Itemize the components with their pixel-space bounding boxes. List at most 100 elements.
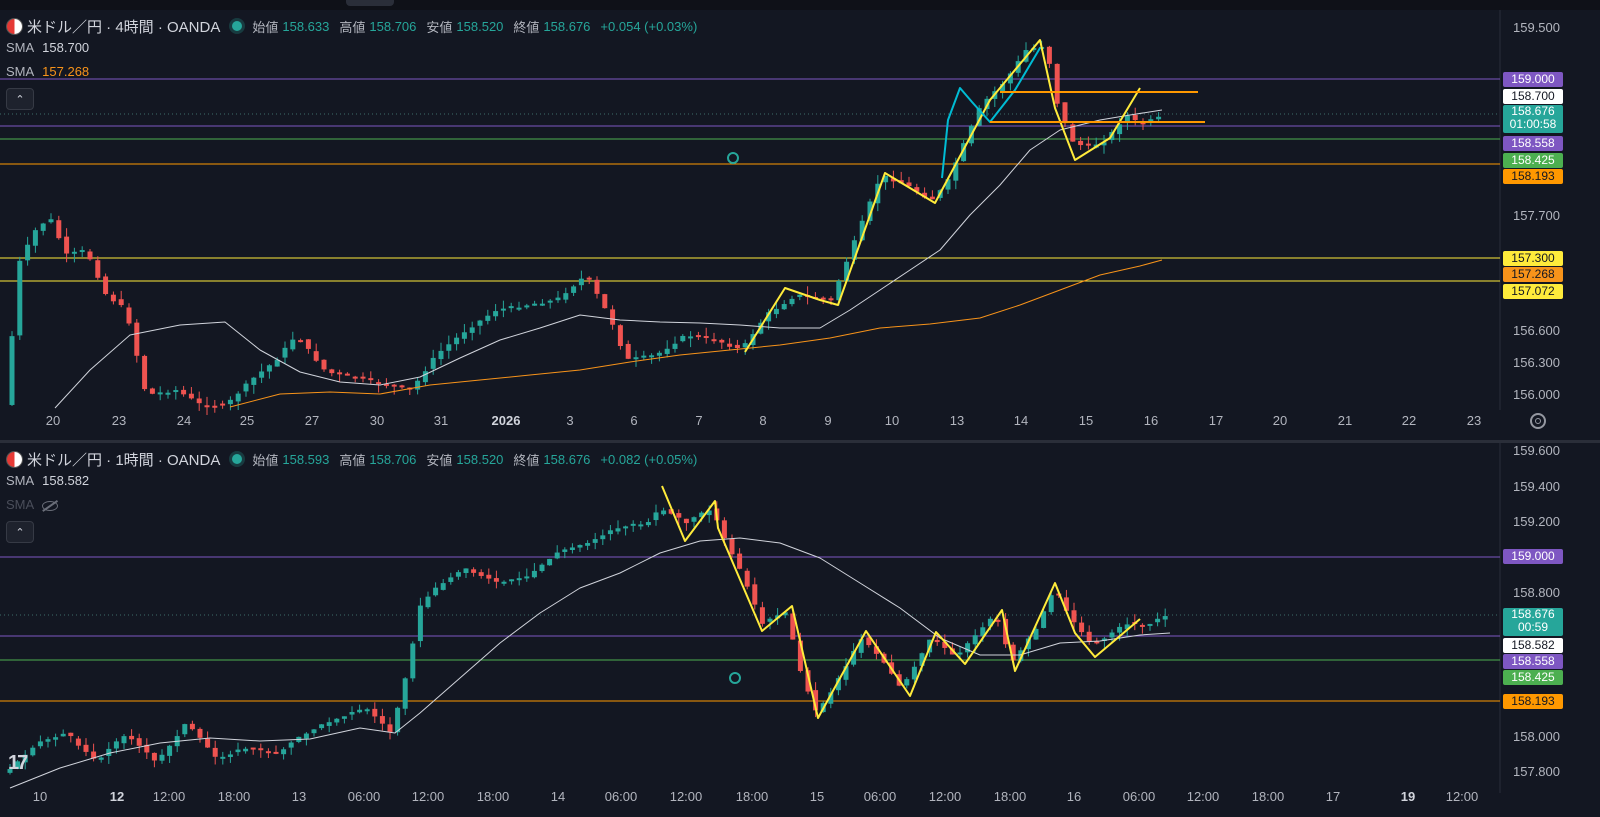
price-tag-last[interactable]: 158.676 01:00:58 [1503,105,1563,133]
sma-indicator-1[interactable]: SMA 158.582 [6,469,697,493]
sma-indicator-1[interactable]: SMA 158.700 [6,36,697,60]
symbol-title[interactable]: 米ドル／円 · 4時間 · OANDA [27,18,221,36]
candle-body [477,320,483,326]
tradingview-logo[interactable]: 17 [8,752,28,774]
candle-body [578,278,584,286]
settings-gear-icon[interactable] [1530,413,1546,429]
candle-body [509,579,515,582]
candle-body [235,393,241,402]
usdjpy-flag-icon [6,17,23,35]
legend-4h: 米ドル／円 · 4時間 · OANDA 始値 158.633 高値 158.706 … [6,16,697,110]
alarm-clock-icon[interactable] [729,672,741,684]
y-axis-label: 158.000 [1513,729,1560,744]
sma-fast-line [54,109,1163,409]
candle-body [265,751,271,754]
candle-body [562,549,568,552]
x-axis-label: 18:00 [217,789,251,804]
chart-pane-4h[interactable]: 米ドル／円 · 4時間 · OANDA 始値 158.633 高値 158.706 … [0,10,1600,443]
candle-body [1054,63,1060,104]
chart-pane-1h[interactable]: 米ドル／円 · 1時間 · OANDA 始値 158.593 高値 158.706 … [0,443,1600,817]
candle-body [1085,143,1091,146]
candle-body [625,343,631,359]
price-tag-158558[interactable]: 158.558 [1503,654,1563,669]
price-tag-sma-fast[interactable]: 158.582 [1503,638,1563,653]
candle-body [110,294,116,302]
candle-body [1010,644,1016,661]
candle-body [376,382,382,385]
candle-body [75,738,81,746]
hidden-eye-icon[interactable] [42,500,59,511]
price-tag-158558[interactable]: 158.558 [1503,136,1563,151]
sma-indicator-2-hidden[interactable]: SMA [6,493,697,517]
candle-body [493,311,499,317]
candle-body [645,522,651,526]
active-tab-indicator[interactable] [346,0,394,6]
price-tag-sma-fast[interactable]: 158.700 [1503,89,1563,104]
price-tag-158425[interactable]: 158.425 [1503,670,1563,685]
close-value: 158.676 [543,18,591,34]
candle-body [165,392,171,395]
candle-body [563,293,569,300]
collapse-legend-button[interactable]: ⌃ [6,521,34,543]
candle-body [83,744,89,752]
candle-body [797,294,803,297]
price-tag-158425[interactable]: 158.425 [1503,153,1563,168]
x-axis-label: 12:00 [152,789,186,804]
alarm-clock-icon[interactable] [727,152,739,164]
candle-body [313,351,319,361]
legend-1h: 米ドル／円 · 1時間 · OANDA 始値 158.593 高値 158.706 … [6,449,697,543]
x-axis-label: 13 [291,789,307,804]
y-axis-label: 159.400 [1513,479,1560,494]
price-tag-158193[interactable]: 158.193 [1503,169,1563,184]
candle-body [106,748,112,757]
candle-body [1041,611,1047,628]
candle-body [649,355,655,358]
price-tag-159000[interactable]: 159.000 [1503,72,1563,87]
candle-body [585,543,591,546]
candle-body [914,187,920,192]
change-value: +0.082 (+0.05%) [600,451,698,467]
candle-body [835,678,841,691]
high-value: 158.706 [369,18,417,34]
candle-body [744,570,750,587]
candle-body [273,751,279,754]
bar-countdown: 01:00:58 [1509,117,1557,131]
candle-body [189,723,195,730]
candle-body [87,251,93,260]
candle-body [290,339,296,350]
candle-body [976,108,982,126]
candle-body [204,405,210,408]
price-tag-last[interactable]: 158.676 00:59 [1503,608,1563,636]
price-tag-158193[interactable]: 158.193 [1503,694,1563,709]
x-axis-label: 12:00 [669,789,703,804]
y-axis-label: 156.000 [1513,387,1560,402]
collapse-legend-button[interactable]: ⌃ [6,88,34,110]
chevron-up-icon: ⌃ [15,93,25,106]
symbol-title[interactable]: 米ドル／円 · 1時間 · OANDA [27,451,221,469]
sma-fast-line [9,537,1171,789]
x-axis-label: 18:00 [476,789,510,804]
candle-body [205,738,211,748]
candle-body [395,707,401,733]
chart-canvas-4h[interactable] [0,10,1600,440]
price-tag-sma-slow[interactable]: 157.268 [1503,267,1563,282]
candle-body [828,298,834,301]
price-tag-157300[interactable]: 157.300 [1503,251,1563,266]
candle-body [1033,628,1039,640]
x-axis-label: 15 [809,789,825,804]
price-tag-157072[interactable]: 157.072 [1503,284,1563,299]
x-axis-label: 14 [550,789,566,804]
candle-body [987,618,993,627]
chart-canvas-1h[interactable] [0,443,1600,817]
bar-countdown: 00:59 [1517,620,1549,634]
candle-body [32,230,38,246]
candle-body [711,339,717,342]
candle-body [391,384,397,387]
trend-drawing-yellow [661,485,1141,719]
candle-body [752,584,758,605]
price-tag-159000[interactable]: 159.000 [1503,549,1563,564]
sma-indicator-2[interactable]: SMA 157.268 [6,60,697,84]
candle-body [699,512,705,518]
candle-body [1079,622,1085,633]
x-axis-label: 12:00 [928,789,962,804]
